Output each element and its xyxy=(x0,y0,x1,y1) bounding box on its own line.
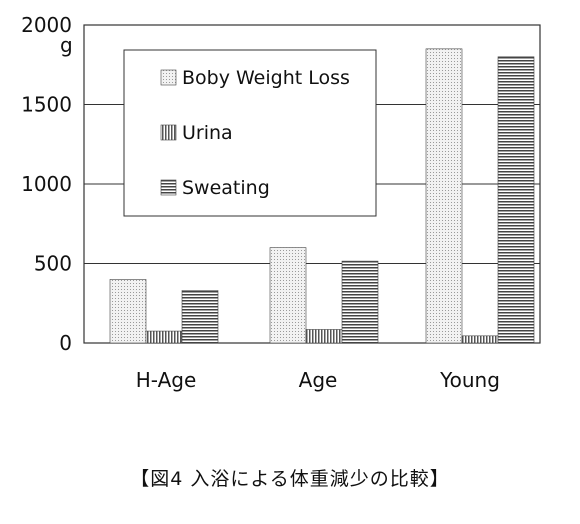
x-axis-categories: H-Age Age Young xyxy=(136,368,500,392)
legend-label: Urina xyxy=(182,122,233,144)
bar-h-age-sweating xyxy=(181,290,219,344)
y-tick-label: 2000 xyxy=(21,13,72,37)
y-axis-unit: g xyxy=(60,33,73,57)
bar-h-age-urina xyxy=(145,330,183,344)
y-axis-ticks: 0 500 1000 1500 2000 xyxy=(21,13,72,355)
y-tick-label: 1000 xyxy=(21,172,72,196)
x-category-label: Young xyxy=(439,368,500,392)
bar-young-urina xyxy=(461,335,499,344)
legend-label: Boby Weight Loss xyxy=(182,67,350,89)
bar-age-sweating xyxy=(341,260,379,344)
bar-young-boby-weight-loss xyxy=(425,48,463,344)
legend-label: Sweating xyxy=(182,177,270,199)
y-tick-label: 1500 xyxy=(21,93,72,117)
x-category-label: Age xyxy=(299,368,338,392)
bar-h-age-boby-weight-loss xyxy=(109,279,147,344)
x-category-label: H-Age xyxy=(136,368,197,392)
legend-swatch xyxy=(160,179,177,196)
legend-swatch xyxy=(160,69,177,86)
bar-age-urina xyxy=(305,329,343,344)
bar-young-sweating xyxy=(497,56,535,344)
bar-age-boby-weight-loss xyxy=(269,247,307,344)
y-tick-label: 500 xyxy=(34,252,72,276)
bars xyxy=(109,48,535,344)
legend: Boby Weight Loss Urina Sweating xyxy=(123,49,377,217)
figure-caption: 【図4 入浴による体重減少の比較】 xyxy=(130,468,450,490)
legend-swatch xyxy=(160,124,177,141)
y-tick-label: 0 xyxy=(59,331,72,355)
